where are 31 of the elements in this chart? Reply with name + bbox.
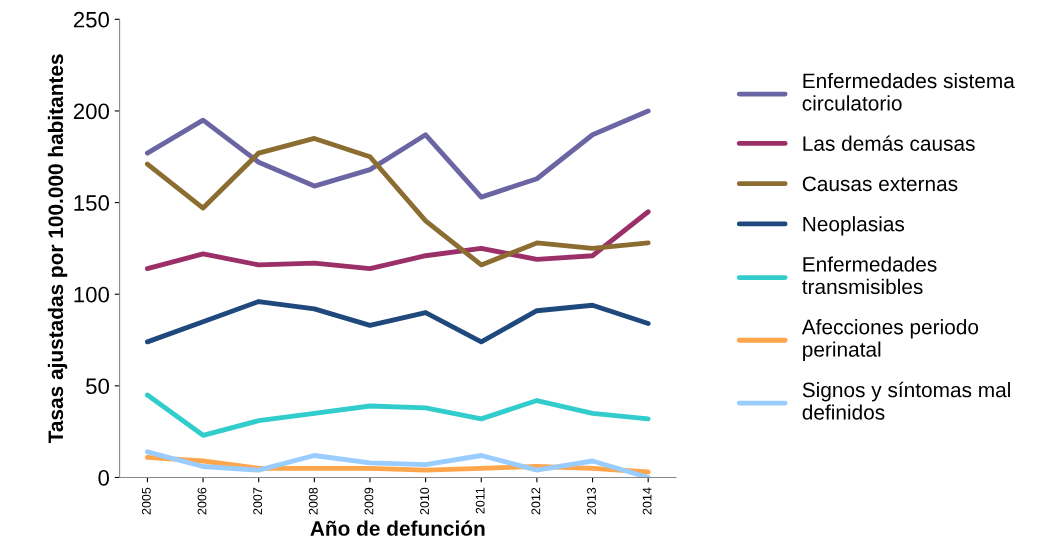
- line-series: [144, 136, 651, 268]
- x-tick-label: 2012: [531, 487, 541, 515]
- legend-label: Enfermedades sistema circulatorio: [802, 72, 1015, 111]
- x-tick-label: 2008: [308, 487, 318, 515]
- y-tick-label: 0: [98, 470, 110, 486]
- x-tick-label: 2013: [587, 487, 596, 515]
- x-tick-label: 2006: [197, 487, 207, 515]
- line-series: [144, 392, 651, 438]
- legend-label: Enfermedades transmisibles: [802, 256, 937, 295]
- legend-label: Signos y síntomas mal definidos: [802, 381, 1010, 420]
- legend-label: Neoplasias: [803, 216, 905, 236]
- line-series: [144, 299, 651, 345]
- y-tick-label: 200: [73, 103, 110, 120]
- y-tick-label: 150: [74, 195, 110, 211]
- x-tick-label: 2007: [253, 487, 263, 515]
- line-series: [144, 209, 651, 271]
- x-tick-label: 2010: [420, 487, 429, 515]
- x-axis-title: Año de defunción: [310, 520, 485, 536]
- legend-label: Afecciones periodo perinatal: [801, 319, 979, 361]
- y-axis-title: Tasas ajustadas por 100.000 habitantes: [47, 54, 68, 444]
- x-tick-label: 2011: [475, 487, 485, 514]
- x-tick-label: 2005: [141, 487, 151, 515]
- x-tick-label: 2009: [364, 487, 374, 515]
- x-tick-label: 2014: [642, 487, 652, 515]
- y-tick-label: 50: [86, 378, 110, 395]
- legend-label: Causas externas: [802, 176, 958, 192]
- y-tick-label: 100: [74, 286, 110, 303]
- line-series: [144, 108, 651, 200]
- line-series: [144, 449, 651, 478]
- legend-label: Las demás causas: [803, 135, 975, 151]
- y-tick-label: 250: [73, 11, 110, 28]
